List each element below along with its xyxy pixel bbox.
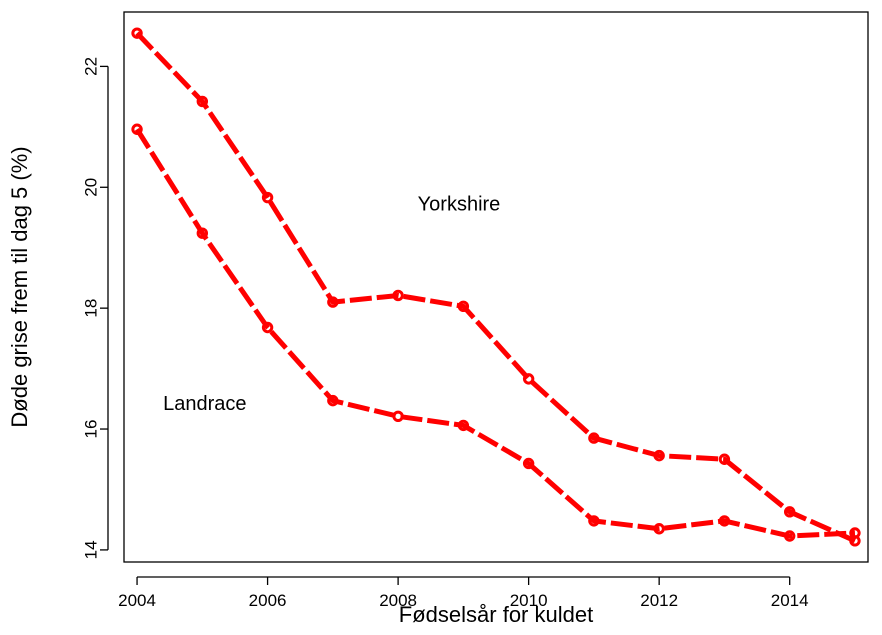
x-tick-label: 2008 [379,591,417,610]
data-point-landrace [261,321,274,334]
data-point-yorkshire [327,296,339,308]
data-point-yorkshire [457,300,470,313]
data-point-landrace [457,419,470,432]
series-line-landrace [134,127,856,539]
y-tick-label: 18 [81,299,100,318]
plot-frame [123,11,869,563]
data-point-yorkshire [653,449,665,462]
data-point-landrace [196,227,209,239]
data-point-landrace [392,410,404,423]
series-label-landrace: Landrace [163,393,246,415]
series-label-yorkshire: Yorkshire [418,194,501,216]
x-axis-title: Fødselsår for kuldet [399,602,593,627]
x-tick-label: 2012 [640,591,678,610]
y-tick-label: 20 [81,178,100,197]
data-point-yorkshire [588,432,600,444]
data-point-yorkshire [392,289,404,302]
x-axis: 2004 2006 2008 2010 2012 2014 [118,576,809,610]
data-point-yorkshire [718,453,731,465]
series-line-yorkshire [135,31,856,544]
data-point-landrace [718,515,731,527]
data-point-yorkshire [783,506,796,518]
data-point-yorkshire [196,95,209,108]
data-point-landrace [783,530,796,542]
y-tick-label: 22 [81,57,100,76]
data-point-landrace [131,123,143,135]
x-tick-label: 2006 [249,591,287,610]
data-point-landrace [522,457,535,470]
series-layer [131,27,861,547]
data-point-landrace [849,527,861,539]
y-tick-label: 16 [81,420,100,439]
series-labels: Yorkshire Landrace [163,194,500,415]
x-tick-label: 2010 [510,591,548,610]
y-tick-label: 14 [81,540,100,559]
x-tick-label: 2014 [771,591,809,610]
data-point-yorkshire [522,373,535,385]
data-point-yorkshire [261,191,274,204]
y-axis-title: Døde grise frem til dag 5 (%) [7,146,32,427]
data-point-landrace [588,515,600,527]
data-point-landrace [327,394,339,407]
data-point-landrace [653,523,665,535]
data-point-yorkshire [131,27,143,39]
x-tick-label: 2004 [118,591,156,610]
y-axis: 14 16 18 20 22 [81,57,109,559]
